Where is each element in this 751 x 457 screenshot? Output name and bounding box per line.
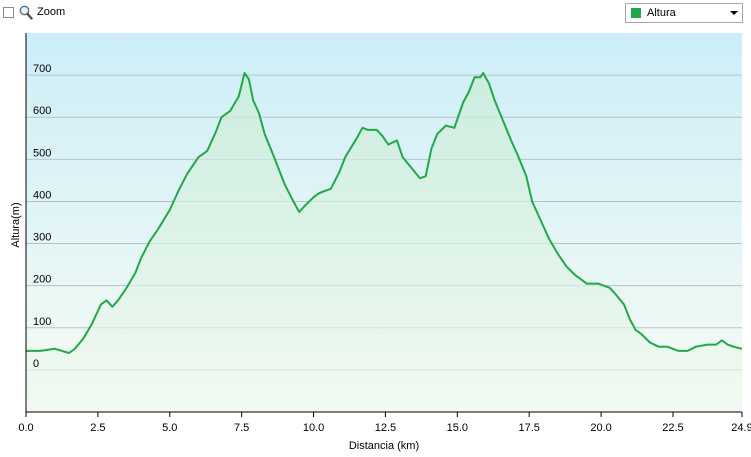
x-tick-label: 0.0 xyxy=(18,422,33,434)
series-dropdown[interactable]: Altura xyxy=(625,3,743,23)
y-tick-label: 100 xyxy=(33,316,51,328)
series-dropdown-value: Altura xyxy=(647,7,676,19)
series-area-altura xyxy=(26,73,742,412)
x-tick-label: 24.9 xyxy=(731,422,751,434)
series-line-altura xyxy=(26,72,743,354)
zoom-label: Zoom xyxy=(37,6,66,18)
y-tick-label: 0 xyxy=(33,358,39,370)
x-tick-label: 17.5 xyxy=(519,422,540,434)
series-color-swatch xyxy=(631,8,641,18)
y-tick-label: 600 xyxy=(33,105,51,117)
x-tick-label: 10.0 xyxy=(303,422,324,434)
x-tick-label: 12.5 xyxy=(375,422,396,434)
x-tick-label: 22.5 xyxy=(662,422,683,434)
y-axis-label: Altura(m) xyxy=(10,202,22,247)
y-tick-label: 300 xyxy=(33,232,51,244)
y-tick-label: 500 xyxy=(33,147,51,159)
y-tick-label: 400 xyxy=(33,189,51,201)
x-tick-label: 7.5 xyxy=(234,422,249,434)
y-tick-label: 700 xyxy=(33,63,51,75)
chevron-down-icon[interactable] xyxy=(730,11,738,15)
x-tick-label: 5.0 xyxy=(162,422,177,434)
x-tick-label: 20.0 xyxy=(590,422,611,434)
zoom-checkbox[interactable] xyxy=(3,7,14,18)
x-tick-label: 15.0 xyxy=(447,422,468,434)
y-tick-label: 200 xyxy=(33,274,51,286)
chart-toolbar: Zoom Altura xyxy=(0,0,751,28)
x-tick-label: 2.5 xyxy=(90,422,105,434)
x-axis-label: Distancia (km) xyxy=(349,440,419,452)
magnifier-icon xyxy=(19,5,33,20)
